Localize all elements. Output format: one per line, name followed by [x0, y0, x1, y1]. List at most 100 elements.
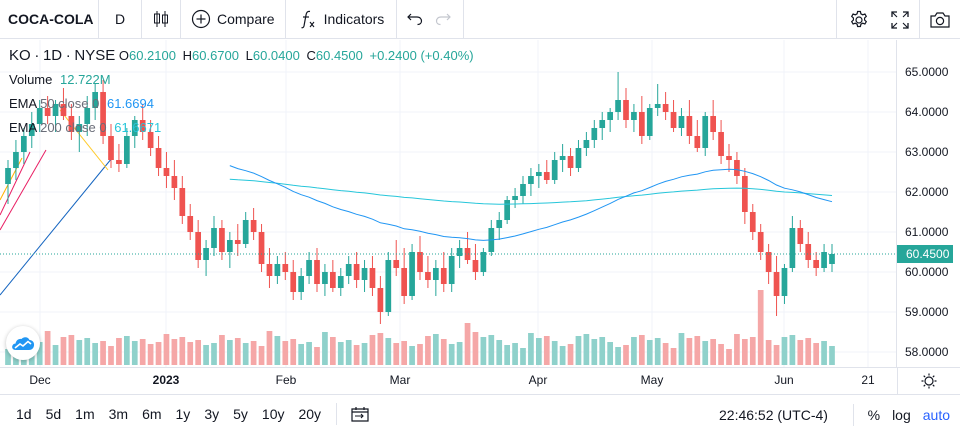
candle-body — [662, 104, 669, 112]
candle — [60, 88, 67, 120]
range-button-5y[interactable]: 5y — [233, 406, 248, 422]
scale-controls: % log auto — [852, 395, 960, 433]
candle-body — [535, 172, 542, 176]
go-to-date-button[interactable] — [345, 406, 375, 422]
candle-body — [694, 136, 701, 148]
chart-pane[interactable]: 65.0000 64.0000 63.0000 62.0000 61.0000 60.00… — [0, 40, 960, 367]
candle-body — [670, 112, 677, 128]
candle-body — [765, 252, 772, 272]
candle — [543, 160, 550, 184]
range-button-10y[interactable]: 10y — [261, 406, 285, 422]
legend-symbol: KO — [9, 47, 31, 64]
cloud-chart-icon — [12, 337, 35, 350]
volume-bar — [353, 345, 360, 365]
candle — [234, 224, 241, 256]
price-chart[interactable] — [0, 40, 896, 367]
ema200-legend[interactable]: EMA 200 close 0 61.6671 — [9, 120, 161, 135]
candle-body — [92, 92, 99, 108]
candle-body — [171, 176, 178, 188]
camera-icon — [930, 11, 950, 28]
chart-type-button[interactable] — [142, 0, 180, 39]
candle-body — [385, 260, 392, 312]
ema200-params: 200 close 0 — [40, 120, 107, 135]
compare-label: Compare — [217, 11, 275, 27]
candle-body — [298, 276, 305, 292]
candle — [741, 168, 748, 224]
time-axis[interactable]: Dec 2023 Feb Mar Apr May Jun 21 — [0, 367, 960, 394]
volume-legend[interactable]: Volume 12.722M — [9, 72, 111, 87]
indicators-button[interactable]: Indicators — [286, 0, 397, 39]
log-scale-button[interactable]: log — [892, 406, 911, 423]
candle-body — [654, 104, 661, 108]
volume-bar — [678, 333, 685, 365]
volume-bar — [488, 335, 495, 365]
volume-bar — [591, 339, 598, 365]
candle-body — [377, 288, 384, 312]
volume-bar — [131, 341, 138, 365]
fullscreen-button[interactable] — [881, 0, 919, 39]
candle-body — [472, 260, 479, 272]
axis-settings-button[interactable] — [897, 368, 960, 394]
symbol-search[interactable]: COCA-COLA — [8, 11, 94, 27]
candle — [591, 120, 598, 148]
volume-bar — [290, 339, 297, 365]
volume-bar — [258, 346, 265, 365]
price-tick-label: 59.0000 — [905, 305, 949, 319]
candle — [797, 220, 804, 252]
indicators-label: Indicators — [323, 11, 385, 27]
volume-bar — [615, 347, 621, 365]
candle-body — [68, 116, 75, 132]
compare-button[interactable]: Compare — [181, 0, 285, 39]
candle — [361, 260, 368, 292]
candle-body — [36, 108, 43, 124]
candle-body — [13, 152, 19, 168]
volume-bar — [694, 336, 701, 365]
auto-scale-button[interactable]: auto — [922, 406, 950, 423]
candle-body — [710, 116, 717, 132]
candle — [337, 268, 344, 296]
range-button-5d[interactable]: 5d — [45, 406, 62, 422]
ema50-legend[interactable]: EMA 50 close 0 61.6694 — [9, 96, 154, 111]
candle — [535, 164, 542, 188]
candle — [155, 136, 162, 176]
candle-body — [623, 100, 629, 120]
clock-timezone[interactable]: 22:46:52 (UTC-4) — [719, 407, 828, 423]
volume-bar — [520, 348, 526, 365]
ema50-label: EMA — [9, 96, 37, 111]
range-button-20y[interactable]: 20y — [298, 406, 322, 422]
low-value: 60.0400 — [252, 48, 300, 63]
volume-bar — [187, 342, 194, 365]
candle-body — [123, 136, 130, 164]
interval-button[interactable]: D — [114, 11, 126, 27]
toolbar-divider — [836, 0, 837, 39]
volume-bar — [337, 342, 344, 365]
range-button-1m[interactable]: 1m — [75, 406, 95, 422]
volume-bar — [718, 344, 724, 365]
settings-button[interactable] — [837, 0, 881, 39]
snapshot-button[interactable] — [920, 0, 960, 39]
volume-bar — [322, 332, 328, 365]
tradingview-logo[interactable] — [6, 326, 40, 360]
volume-bar — [68, 335, 75, 365]
redo-button[interactable] — [429, 0, 457, 39]
undo-button[interactable] — [401, 0, 429, 39]
price-tick-label: 58.0000 — [905, 345, 949, 359]
range-button-3y[interactable]: 3y — [204, 406, 220, 422]
price-tick-label: 65.0000 — [905, 65, 949, 79]
range-button-1d[interactable]: 1d — [16, 406, 32, 422]
calendar-range-icon — [351, 407, 369, 422]
candle-body — [805, 244, 812, 260]
volume-bar — [195, 340, 202, 365]
candle — [734, 152, 740, 184]
trend-line — [0, 149, 47, 231]
candle-body — [329, 272, 336, 288]
candle-body — [813, 260, 820, 268]
price-axis-border — [896, 40, 897, 367]
percent-scale-button[interactable]: % — [867, 406, 881, 423]
candle-body — [456, 248, 463, 256]
toolbar-divider — [463, 0, 465, 39]
range-button-3m[interactable]: 3m — [108, 406, 129, 422]
range-button-1y[interactable]: 1y — [175, 406, 191, 422]
candle-body — [234, 240, 241, 244]
range-button-6m[interactable]: 6m — [142, 406, 162, 422]
